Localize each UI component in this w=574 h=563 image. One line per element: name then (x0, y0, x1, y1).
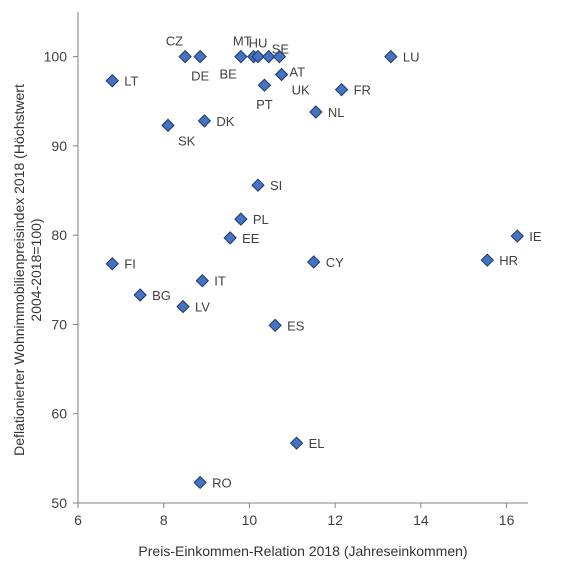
y-axis-title: Deflationierter Wohnimmobilienpreisindex… (11, 84, 44, 456)
point-label-be: BE (220, 67, 238, 82)
data-point-sk (161, 118, 175, 133)
point-label-de: DE (191, 69, 209, 84)
x-tick-label: 10 (242, 512, 258, 528)
point-label-fr: FR (354, 83, 371, 98)
point-label-bg: BG (152, 288, 171, 303)
data-point-se (262, 49, 276, 64)
axes-layer (77, 12, 528, 504)
point-label-es: ES (287, 318, 305, 333)
x-tick-label: 8 (160, 512, 168, 528)
point-label-ie: IE (529, 229, 542, 244)
data-point-fr (334, 82, 349, 97)
y-tick-label: 50 (51, 495, 67, 511)
data-point-cz (178, 49, 192, 64)
point-label-hr: HR (499, 253, 518, 268)
y-tick-label: 90 (51, 138, 67, 154)
data-point-dk (197, 114, 212, 128)
point-label-si: SI (270, 178, 282, 193)
data-point-lv (176, 299, 190, 314)
data-point-be (234, 49, 248, 64)
data-point-nl (309, 105, 323, 119)
x-tick-label: 14 (413, 512, 429, 528)
point-label-cy: CY (326, 255, 344, 270)
x-tick-labels: 6 8 10 12 14 16 (74, 503, 515, 528)
data-point-it (195, 274, 209, 288)
y-axis-title-line-1: Deflationierter Wohnimmobilienpreisindex… (11, 84, 27, 456)
y-tick-label: 70 (51, 316, 67, 332)
x-tick-label: 6 (74, 512, 82, 528)
point-label-at: AT (289, 65, 305, 80)
data-point-cy (307, 255, 321, 269)
y-tick-label: 80 (51, 227, 67, 243)
data-point-pt (257, 78, 272, 92)
point-label-it: IT (214, 274, 226, 289)
data-point-ee (223, 231, 237, 245)
data-point-fi (105, 257, 119, 271)
point-label-pl: PL (253, 212, 269, 227)
data-point-uk (274, 67, 289, 82)
x-tick-label: 12 (327, 512, 343, 528)
point-label-pt: PT (256, 97, 273, 112)
point-label-se: SE (272, 42, 290, 57)
point-label-cz: CZ (166, 34, 183, 49)
data-point-bg (133, 288, 147, 302)
point-label-lt: LT (124, 74, 138, 89)
y-axis-title-line-2: 2004-2018=100) (28, 218, 44, 321)
data-point-ro (193, 475, 207, 490)
point-label-el: EL (309, 436, 325, 451)
data-point-hr (480, 253, 494, 267)
data-point-si (251, 178, 265, 192)
point-label-nl: NL (328, 105, 345, 120)
data-point-ie (510, 229, 524, 243)
data-point-lt (105, 74, 119, 88)
data-point-es (268, 318, 282, 333)
point-label-ee: EE (242, 231, 260, 246)
data-point-de (193, 49, 207, 64)
data-point-lu (384, 49, 398, 64)
point-label-lv: LV (195, 300, 210, 315)
y-tick-labels: 50 60 70 80 90 100 (44, 49, 78, 511)
y-tick-label: 60 (51, 406, 67, 422)
point-label-fi: FI (124, 257, 136, 272)
point-label-uk: UK (292, 82, 310, 97)
y-tick-label: 100 (44, 49, 68, 65)
point-label-mt: MT (233, 34, 252, 49)
x-tick-label: 16 (499, 512, 515, 528)
data-point-pl (234, 212, 248, 226)
point-label-ro: RO (212, 475, 232, 490)
data-point-el (289, 436, 304, 450)
point-label-sk: SK (178, 133, 196, 148)
point-label-hu: HU (249, 36, 268, 51)
point-label-lu: LU (403, 50, 420, 65)
point-label-dk: DK (216, 114, 234, 129)
data-point-hu (251, 49, 265, 64)
data-points (105, 49, 524, 490)
data-point-at (272, 49, 287, 64)
x-axis-title: Preis-Einkommen-Relation 2018 (Jahresein… (138, 543, 467, 559)
